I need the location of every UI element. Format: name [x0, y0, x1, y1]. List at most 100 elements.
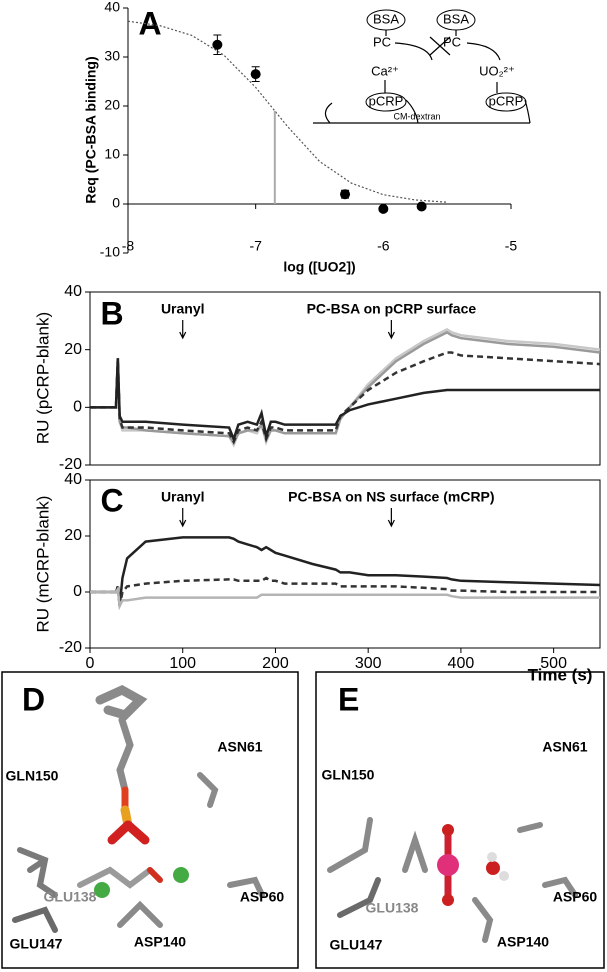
- structure-d: [1, 671, 299, 969]
- y-tick-label: 0: [73, 399, 82, 416]
- data-point: [212, 39, 223, 50]
- annotation-arrow: [387, 508, 395, 528]
- scheme-label: BSA: [443, 11, 469, 26]
- annotation-arrow: [387, 320, 395, 340]
- residue-label: ASP60: [553, 889, 598, 905]
- y-axis-label: Req (PC-BSA binding): [83, 56, 99, 203]
- stick: [227, 876, 265, 898]
- stick: [402, 830, 428, 873]
- x-axis-label: log ([UO2]): [283, 259, 355, 275]
- stick: [12, 906, 58, 933]
- y-axis-label: RU (mCRP-blank): [33, 496, 52, 633]
- stick: [17, 847, 58, 898]
- residue-label: ASN61: [542, 739, 587, 755]
- y-tick-label: -20: [59, 639, 82, 656]
- y-tick-label: 20: [64, 527, 82, 544]
- y-tick-label: 20: [64, 341, 82, 358]
- series-line: [90, 351, 601, 445]
- y-tick-label: 0: [112, 195, 120, 211]
- annotation: PC-BSA on pCRP surface: [307, 301, 477, 317]
- fit-line: [127, 20, 448, 203]
- stick: [77, 866, 153, 889]
- panel-label: E: [338, 681, 359, 717]
- data-point: [416, 201, 427, 212]
- stick: [337, 877, 381, 918]
- x-tick-label: -8: [122, 238, 135, 254]
- x-tick-label: -5: [505, 238, 518, 254]
- stick: [116, 716, 134, 794]
- stick: [107, 820, 150, 845]
- annotation-arrow: [179, 508, 187, 528]
- series-line: [90, 576, 600, 607]
- series-line: [90, 585, 600, 611]
- structure-e: [315, 671, 605, 969]
- oxygen-atom: [442, 894, 454, 906]
- data-point: [378, 203, 389, 214]
- annotation: Uranyl: [161, 489, 205, 505]
- series-line: [90, 330, 601, 445]
- residue-label: GLN150: [6, 768, 59, 784]
- panel-label: D: [22, 681, 45, 717]
- annotation-arrow: [179, 320, 187, 340]
- y-tick-label: 0: [73, 583, 82, 600]
- residue-label: ASP60: [240, 889, 285, 905]
- stick: [542, 876, 578, 898]
- scheme-label: BSA: [373, 11, 399, 26]
- scheme-lines: [313, 30, 531, 124]
- residue-label: GLU138: [44, 889, 97, 905]
- series-line: [90, 358, 600, 443]
- y-tick-label: 40: [64, 283, 82, 300]
- x-tick-label: 200: [262, 655, 289, 672]
- residue-label: ASN61: [217, 739, 262, 755]
- water-hydrogen: [487, 852, 497, 862]
- residue-label: GLU147: [10, 936, 63, 952]
- data-point: [250, 69, 261, 80]
- panel-frame: [1, 671, 299, 969]
- water-oxygen: [486, 861, 500, 875]
- residue-label: GLU138: [366, 900, 419, 916]
- series-line: [90, 328, 601, 448]
- x-tick-label: 300: [355, 655, 382, 672]
- y-tick-label: 30: [104, 48, 120, 64]
- molecule-sticks: [12, 684, 265, 933]
- residue-label: ASP140: [134, 934, 186, 950]
- panel-label: B: [100, 295, 123, 331]
- stick: [327, 817, 373, 873]
- scheme-label: PC: [443, 34, 461, 49]
- y-tick-label: -10: [100, 244, 120, 260]
- panel-frame: [315, 671, 605, 969]
- x-tick-label: 100: [169, 655, 196, 672]
- annotation: PC-BSA on NS surface (mCRP): [288, 489, 494, 505]
- scheme-label: Ca²⁺: [371, 63, 399, 78]
- scheme-label: pCRP: [489, 93, 524, 108]
- molecule-sticks: [327, 817, 578, 943]
- residue-label: ASP140: [497, 934, 549, 950]
- y-tick-label: -20: [59, 456, 82, 473]
- stick: [472, 897, 494, 943]
- calcium-ion: [94, 882, 110, 898]
- y-axis-label: RU (pCRP-blank): [33, 312, 52, 444]
- panel-label: C: [100, 482, 123, 518]
- x-axis-label: Time (s): [528, 665, 593, 684]
- x-tick-label: 500: [540, 655, 567, 672]
- stick: [117, 900, 163, 928]
- y-tick-label: 20: [104, 97, 120, 113]
- data-point: [340, 189, 351, 200]
- y-tick-label: 40: [64, 471, 82, 488]
- scheme-shape: [365, 92, 407, 112]
- scheme-label: PC: [373, 34, 391, 49]
- x-tick-label: -7: [249, 238, 262, 254]
- annotation: Uranyl: [161, 301, 205, 317]
- scheme-label: pCRP: [369, 93, 404, 108]
- x-tick-label: 0: [86, 655, 95, 672]
- y-tick-label: 40: [104, 0, 120, 15]
- x-tick-label: -6: [377, 238, 390, 254]
- stick: [147, 867, 163, 883]
- residue-label: GLN150: [322, 767, 375, 783]
- stick: [517, 822, 543, 833]
- scheme-label: UO₂²⁺: [479, 63, 515, 78]
- x-tick-label: 400: [448, 655, 475, 672]
- water-hydrogen: [499, 871, 509, 881]
- oxygen-atom: [442, 824, 454, 836]
